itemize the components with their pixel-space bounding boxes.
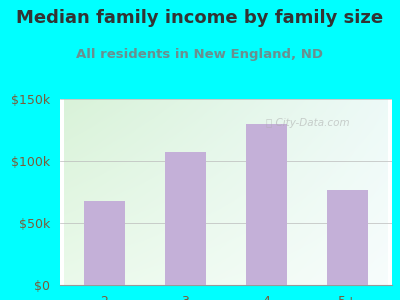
Text: Ⓜ City-Data.com: Ⓜ City-Data.com	[266, 118, 350, 128]
Bar	[327, 190, 368, 285]
Bar	[84, 201, 125, 285]
Bar	[246, 124, 287, 285]
Text: All residents in New England, ND: All residents in New England, ND	[76, 48, 324, 61]
Bar	[165, 152, 206, 285]
Text: Median family income by family size: Median family income by family size	[16, 9, 384, 27]
